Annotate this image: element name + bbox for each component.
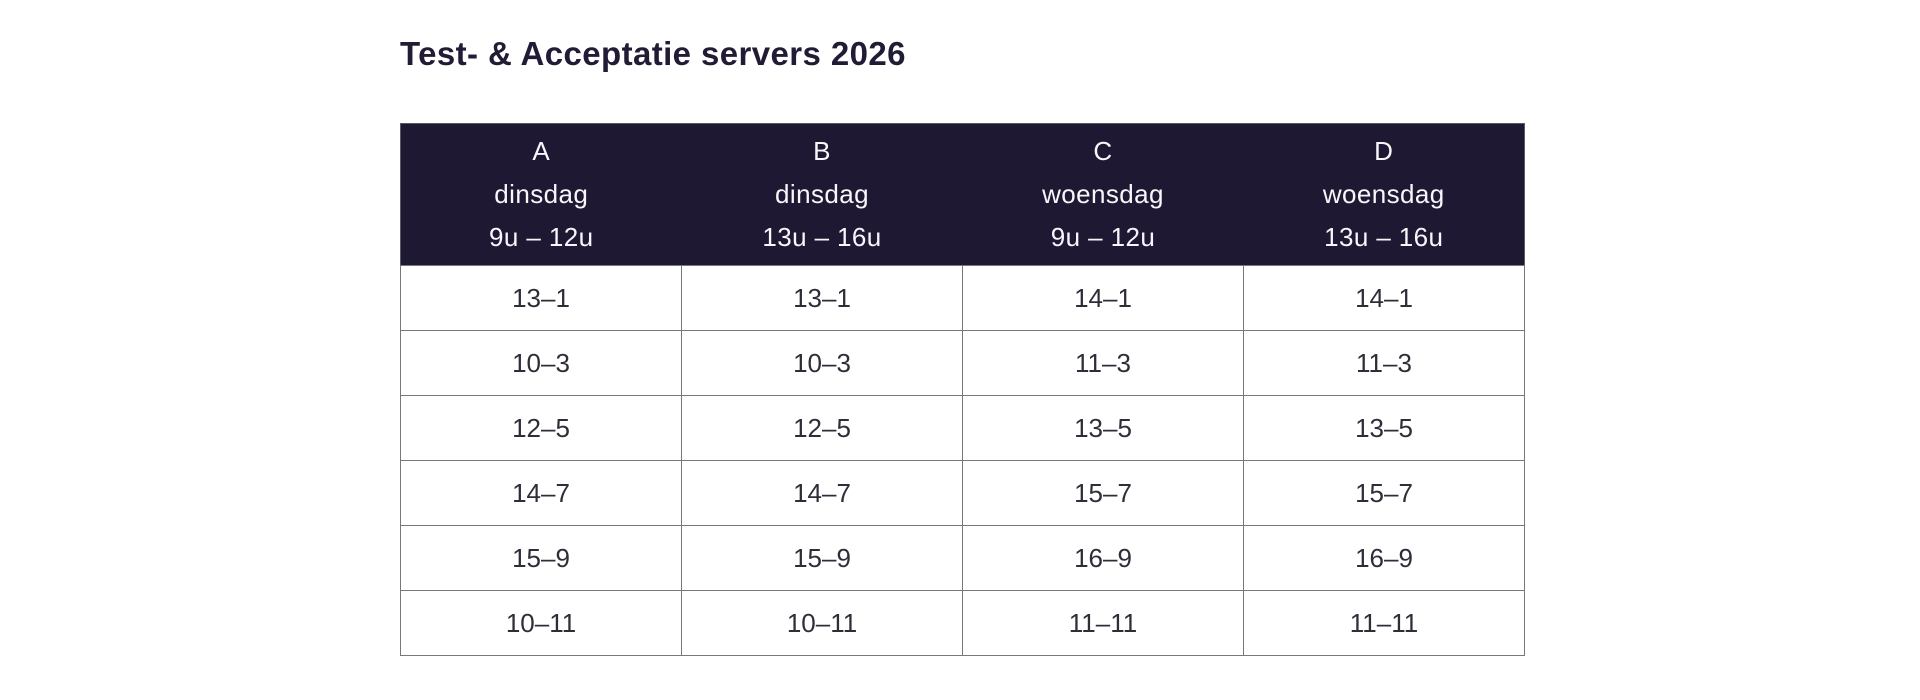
table-cell: 11–3 <box>1243 330 1525 396</box>
header-row: A dinsdag 9u – 12u B dinsdag 13u – 16u C… <box>400 123 1525 266</box>
table-cell: 13–5 <box>1243 395 1525 461</box>
table-row: 13–1 13–1 14–1 14–1 <box>400 265 1525 331</box>
column-letter: B <box>813 136 831 166</box>
table-cell: 15–9 <box>400 525 682 591</box>
table-cell: 14–1 <box>1243 265 1525 331</box>
column-day: woensdag <box>1322 179 1445 209</box>
column-header-c: C woensdag 9u – 12u <box>962 123 1244 266</box>
table-row: 10–3 10–3 11–3 11–3 <box>400 330 1525 396</box>
table-cell: 13–1 <box>681 265 963 331</box>
column-letter: C <box>1093 136 1113 166</box>
table-cell: 13–1 <box>400 265 682 331</box>
column-letter: D <box>1374 136 1394 166</box>
table-header: A dinsdag 9u – 12u B dinsdag 13u – 16u C… <box>400 123 1525 266</box>
column-header-b: B dinsdag 13u – 16u <box>681 123 963 266</box>
table-cell: 10–11 <box>681 590 963 656</box>
table-body: 13–1 13–1 14–1 14–1 10–3 10–3 11–3 11–3 … <box>400 265 1525 656</box>
table-cell: 12–5 <box>400 395 682 461</box>
table-cell: 14–1 <box>962 265 1244 331</box>
table-cell: 14–7 <box>400 460 682 526</box>
table-cell: 14–7 <box>681 460 963 526</box>
column-header-d: D woensdag 13u – 16u <box>1243 123 1525 266</box>
table-cell: 10–11 <box>400 590 682 656</box>
column-day: dinsdag <box>494 179 589 209</box>
table-cell: 11–11 <box>1243 590 1525 656</box>
table-row: 10–11 10–11 11–11 11–11 <box>400 590 1525 656</box>
column-time: 9u – 12u <box>1050 222 1156 252</box>
table-cell: 12–5 <box>681 395 963 461</box>
column-time: 13u – 16u <box>762 222 882 252</box>
table-cell: 15–7 <box>962 460 1244 526</box>
page-content: Test- & Acceptatie servers 2026 A dinsda… <box>400 34 1525 656</box>
column-day: woensdag <box>1042 179 1164 209</box>
table-cell: 10–3 <box>681 330 963 396</box>
table-row: 15–9 15–9 16–9 16–9 <box>400 525 1525 591</box>
server-schedule-table: A dinsdag 9u – 12u B dinsdag 13u – 16u C… <box>400 123 1525 656</box>
table-row: 12–5 12–5 13–5 13–5 <box>400 395 1525 461</box>
table-cell: 13–5 <box>962 395 1244 461</box>
table-cell: 16–9 <box>1243 525 1525 591</box>
column-time: 9u – 12u <box>489 222 594 252</box>
table-row: 14–7 14–7 15–7 15–7 <box>400 460 1525 526</box>
column-day: dinsdag <box>775 179 869 209</box>
column-header-a: A dinsdag 9u – 12u <box>400 123 682 266</box>
table-cell: 11–3 <box>962 330 1244 396</box>
page-title: Test- & Acceptatie servers 2026 <box>400 35 906 72</box>
table-cell: 15–9 <box>681 525 963 591</box>
table-cell: 11–11 <box>962 590 1244 656</box>
column-time: 13u – 16u <box>1324 222 1444 252</box>
table-cell: 16–9 <box>962 525 1244 591</box>
table-cell: 15–7 <box>1243 460 1525 526</box>
table-cell: 10–3 <box>400 330 682 396</box>
column-letter: A <box>532 136 551 166</box>
